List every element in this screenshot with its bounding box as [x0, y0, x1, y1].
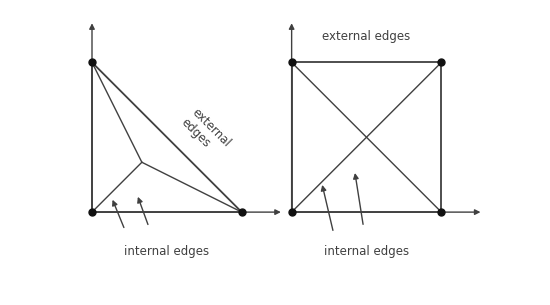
Text: internal edges: internal edges [324, 245, 409, 258]
Text: external
edges: external edges [179, 106, 233, 160]
Text: external edges: external edges [322, 30, 411, 43]
Text: internal edges: internal edges [124, 245, 210, 258]
